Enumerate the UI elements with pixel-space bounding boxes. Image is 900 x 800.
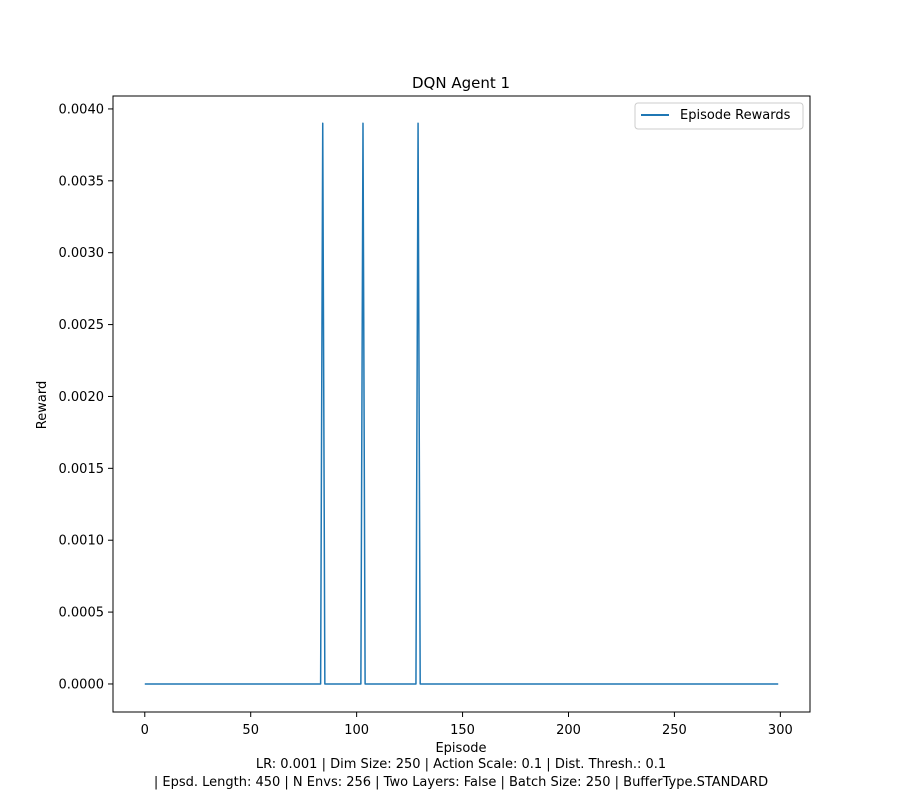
legend: Episode Rewards <box>634 102 804 130</box>
caption-line-2: | Epsd. Length: 450 | N Envs: 256 | Two … <box>154 775 768 790</box>
x-tick-label: 0 <box>141 723 149 738</box>
plot-area <box>112 95 811 713</box>
y-tick-label: 0.0035 <box>59 174 105 189</box>
x-tick-label: 100 <box>344 723 369 738</box>
y-axis-label: Reward <box>35 381 50 429</box>
x-tick-label: 200 <box>556 723 581 738</box>
y-tick-label: 0.0005 <box>59 606 105 621</box>
x-tick-label: 50 <box>242 723 259 738</box>
y-tick-label: 0.0000 <box>59 677 105 692</box>
x-axis: 0 50 100 150 200 250 300 <box>141 712 793 738</box>
x-tick-label: 150 <box>450 723 475 738</box>
x-axis-label: Episode <box>435 741 486 756</box>
y-axis: 0.0000 0.0005 0.0010 0.0015 0.0020 0.0025 0.00… <box>59 102 113 692</box>
series-layer <box>144 122 779 685</box>
y-tick-label: 0.0010 <box>59 534 105 549</box>
y-tick-label: 0.0015 <box>59 462 105 477</box>
y-tick-label: 0.0025 <box>59 318 105 333</box>
axes-frame <box>112 95 811 713</box>
y-tick-label: 0.0040 <box>59 102 105 117</box>
y-tick-label: 0.0030 <box>59 246 105 261</box>
y-tick-label: 0.0020 <box>59 390 105 405</box>
x-tick-label: 250 <box>662 723 687 738</box>
series-line-0 <box>144 122 779 685</box>
legend-box <box>634 102 804 130</box>
legend-label-episode-rewards: Episode Rewards <box>680 108 791 123</box>
chart-title: DQN Agent 1 <box>412 74 510 92</box>
plot-background <box>113 96 810 712</box>
x-tick-label: 300 <box>768 723 793 738</box>
caption-line-1: LR: 0.001 | Dim Size: 250 | Action Scale… <box>256 757 666 772</box>
